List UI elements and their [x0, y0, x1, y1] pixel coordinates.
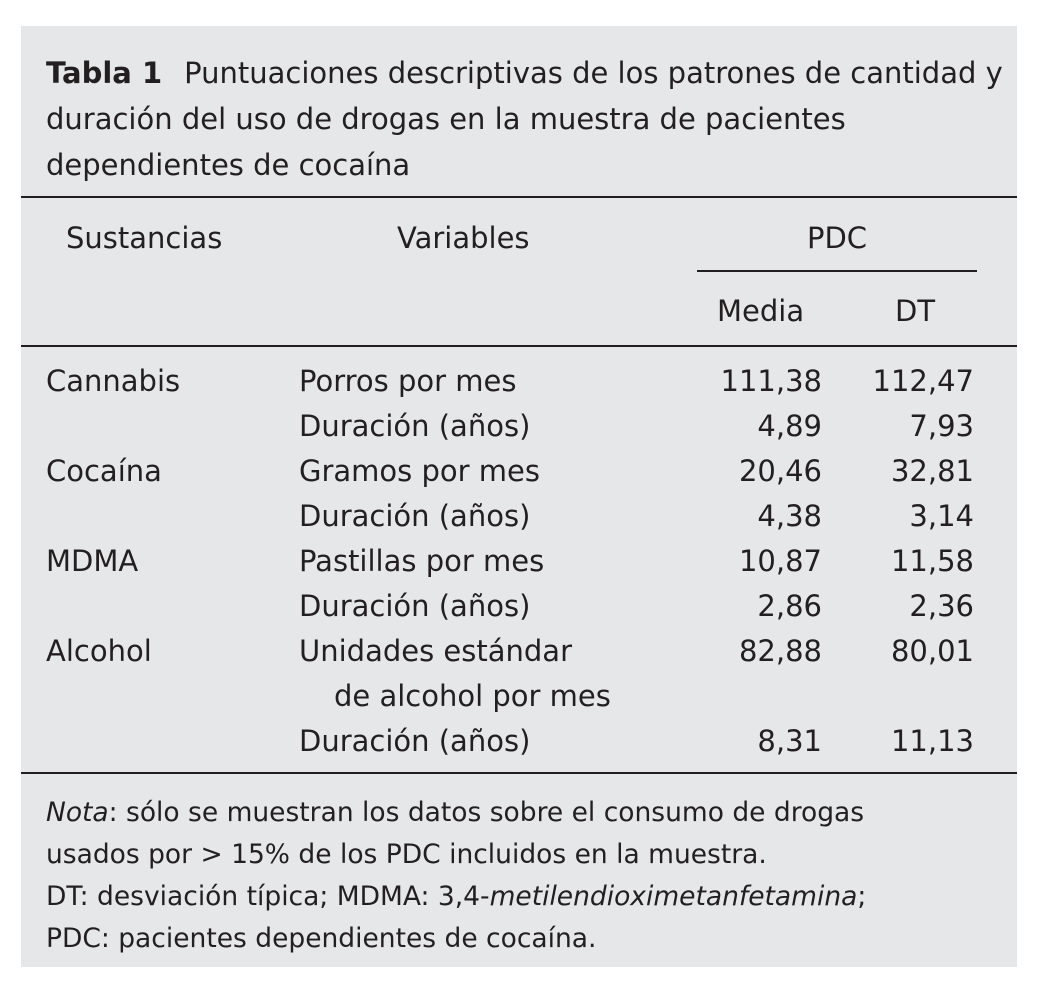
note-line3b: metilendioximetanfetamina	[489, 881, 858, 912]
header-dt: DT	[895, 294, 936, 328]
rule-header	[21, 345, 1017, 347]
cell-variable: Pastillas por mes	[299, 544, 545, 578]
table-title: Puntuaciones descriptivas de los patrone…	[46, 56, 1003, 182]
cell-media: 4,89	[757, 409, 822, 443]
cell-sustancia: Cocaína	[46, 454, 162, 488]
note-label: Nota	[46, 797, 109, 828]
cell-media: 2,86	[757, 589, 822, 623]
header-sustancias: Sustancias	[66, 221, 223, 255]
cell-variable: Porros por mes	[299, 364, 517, 398]
cell-variable: Unidades estándar	[299, 634, 572, 668]
cell-dt: 11,13	[890, 724, 974, 758]
cell-media: 8,31	[757, 724, 822, 758]
note-line2: usados por > 15% de los PDC incluidos en…	[46, 839, 767, 870]
cell-variable: Gramos por mes	[299, 454, 540, 488]
table-caption: Tabla 1 Puntuaciones descriptivas de los …	[46, 50, 1006, 188]
cell-media: 111,38	[720, 364, 822, 398]
note-line3a: DT: desviación típica; MDMA: 3,4-	[46, 881, 490, 912]
note-line3c: ;	[857, 881, 867, 912]
table-label: Tabla 1	[46, 56, 163, 90]
cell-dt: 7,93	[909, 409, 974, 443]
cell-dt: 80,01	[890, 634, 974, 668]
header-variables: Variables	[397, 221, 530, 255]
cell-dt: 112,47	[872, 364, 974, 398]
rule-top	[21, 196, 1017, 198]
cell-sustancia: MDMA	[46, 544, 139, 578]
cell-variable: Duración (años)	[299, 409, 531, 443]
cell-dt: 2,36	[909, 589, 974, 623]
cell-dt: 3,14	[909, 499, 974, 533]
cell-media: 10,87	[738, 544, 822, 578]
rule-pdc	[697, 270, 977, 272]
rule-bottom	[21, 772, 1017, 774]
cell-variable: Duración (años)	[299, 589, 531, 623]
cell-media: 20,46	[738, 454, 822, 488]
cell-variable: Duración (años)	[299, 499, 531, 533]
cell-media: 82,88	[738, 634, 822, 668]
cell-sustancia: Alcohol	[46, 634, 152, 668]
cell-variable-cont: de alcohol por mes	[334, 679, 611, 713]
cell-sustancia: Cannabis	[46, 364, 181, 398]
cell-dt: 32,81	[890, 454, 974, 488]
table-container: Tabla 1 Puntuaciones descriptivas de los …	[21, 26, 1017, 967]
note-line1: : sólo se muestran los datos sobre el co…	[108, 797, 865, 828]
cell-variable: Duración (años)	[299, 724, 531, 758]
header-pdc: PDC	[806, 221, 868, 255]
cell-dt: 11,58	[890, 544, 974, 578]
table-note: Nota: sólo se muestran los datos sobre e…	[46, 792, 866, 960]
note-line4: PDC: pacientes dependientes de cocaína.	[46, 923, 597, 954]
cell-media: 4,38	[757, 499, 822, 533]
header-media: Media	[717, 294, 805, 328]
